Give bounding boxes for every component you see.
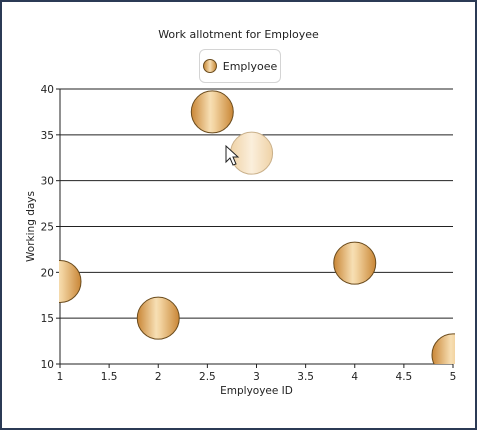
x-tick-label: 4.5 [396,371,413,383]
grid-layer [60,88,453,365]
bubble-point-1[interactable] [39,260,82,303]
mouse-pointer-icon [225,144,240,166]
y-tick-label: 25 [41,222,54,234]
y-tick-label: 40 [41,84,54,96]
y-tick-label: 10 [41,359,54,371]
bubble-point-5[interactable] [333,241,377,285]
legend-label: Emplyoee [222,59,278,73]
bubble-point-4[interactable] [230,131,274,175]
bubble-point-2[interactable] [136,296,180,340]
x-tick-label: 1 [57,371,64,383]
y-tick-label: 15 [41,313,54,325]
x-axis-label: Emplyoyee ID [220,385,293,397]
y-tick-label: 35 [41,130,54,142]
y-tick-label: 30 [41,176,54,188]
legend-swatch [202,59,217,73]
chart-title: Work allotment for Employee [158,28,319,41]
legend[interactable]: Emplyoee [199,49,281,83]
bubble-point-3[interactable] [190,90,234,134]
label-layer: 40 35 30 25 20 15 101 1.5 2 2.5 3 3.5 4 4.5 5 Emplyoyee… [25,84,456,397]
bubble-point-6[interactable] [431,333,474,376]
x-tick-label: 2 [155,371,162,383]
x-tick-label: 4 [351,371,358,383]
bubble-layer [39,90,474,376]
x-tick-label: 3 [253,371,260,383]
x-tick-label: 2.5 [199,371,216,383]
y-axis-label: Working days [25,191,37,262]
x-tick-label: 5 [450,371,457,383]
x-tick-label: 3.5 [297,371,314,383]
x-tick-label: 1.5 [101,371,118,383]
axis-layer [56,88,454,368]
y-tick-label: 20 [41,267,54,279]
